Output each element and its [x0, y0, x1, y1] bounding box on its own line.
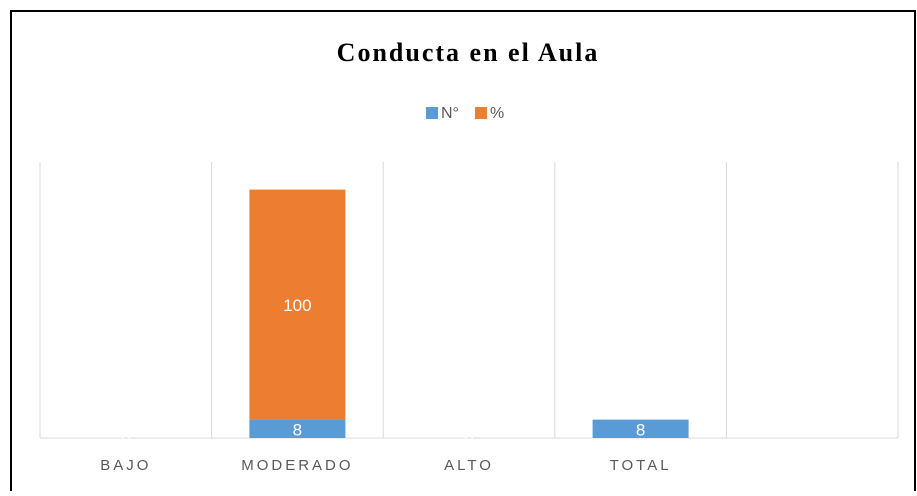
chart-title: Conducta en el Aula: [337, 38, 600, 67]
x-tick-label: BAJO: [100, 457, 151, 474]
data-label: 0: [121, 429, 130, 448]
x-tick-label: ALTO: [444, 457, 494, 474]
data-label: 0: [121, 429, 130, 448]
bar-segment: [249, 419, 346, 438]
legend-label: %: [490, 105, 504, 122]
legend-swatch: [426, 107, 438, 119]
legend-swatch: [474, 107, 487, 119]
legend-label: N°: [441, 105, 459, 122]
data-label: 0: [464, 429, 473, 448]
chart-frame: [10, 10, 916, 494]
data-label: 100: [283, 296, 311, 315]
data-label: 8: [636, 420, 645, 439]
x-tick-label: MODERADO: [241, 457, 353, 474]
bar-segment: [249, 189, 346, 420]
x-tick-label: TOTAL: [610, 457, 672, 474]
data-label: 8: [293, 420, 302, 439]
bar-segment: [592, 419, 689, 438]
data-label: 0: [464, 429, 473, 448]
